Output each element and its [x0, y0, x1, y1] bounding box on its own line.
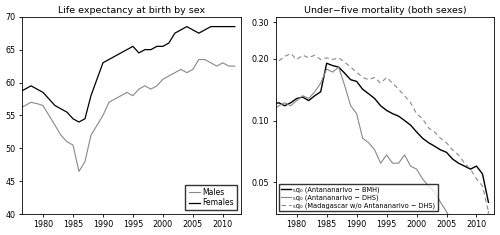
Males	[34, 102, 40, 105]
Title: Life expectancy at birth by sex: Life expectancy at birth by sex	[58, 6, 205, 15]
Legend: ₅q₀ (Antananarivo − BMH), ₅q₀ (Antananarivo − DHS), ₅q₀ (Madagascar w/o Antanana: ₅q₀ (Antananarivo − BMH), ₅q₀ (Antananar…	[279, 184, 438, 211]
Females	[172, 32, 178, 35]
Males	[112, 98, 118, 100]
Males	[142, 84, 148, 87]
Males	[64, 140, 70, 143]
Females	[112, 55, 118, 58]
Males	[28, 101, 34, 104]
Males	[40, 104, 46, 107]
Females	[34, 88, 40, 90]
Males	[232, 65, 238, 67]
Males	[16, 107, 22, 110]
Females	[178, 28, 184, 31]
Females	[64, 111, 70, 114]
Males	[130, 94, 136, 97]
Females	[106, 58, 112, 61]
Males	[76, 170, 82, 173]
Males	[46, 114, 52, 117]
Line: Females: Females	[19, 27, 235, 122]
Females	[76, 121, 82, 123]
Males	[154, 84, 160, 87]
Males	[94, 124, 100, 127]
Males	[202, 58, 208, 61]
Legend: Males, Females: Males, Females	[186, 185, 237, 210]
Females	[22, 88, 28, 90]
Females	[160, 45, 166, 48]
Females	[202, 28, 208, 31]
Males	[178, 68, 184, 71]
Males	[118, 94, 124, 97]
Females	[100, 61, 106, 64]
Title: Under−five mortality (both sexes): Under−five mortality (both sexes)	[304, 6, 466, 15]
Females	[52, 104, 58, 107]
Females	[196, 32, 202, 35]
Females	[124, 48, 130, 51]
Males	[52, 124, 58, 127]
Males	[88, 134, 94, 137]
Males	[208, 61, 214, 64]
Females	[16, 91, 22, 94]
Females	[88, 94, 94, 97]
Males	[22, 104, 28, 107]
Females	[190, 28, 196, 31]
Females	[184, 25, 190, 28]
Females	[82, 117, 88, 120]
Females	[166, 42, 172, 44]
Females	[214, 25, 220, 28]
Males	[148, 88, 154, 90]
Females	[232, 25, 238, 28]
Males	[214, 65, 220, 67]
Females	[130, 45, 136, 48]
Females	[94, 78, 100, 81]
Females	[142, 48, 148, 51]
Females	[28, 84, 34, 87]
Line: Males: Males	[19, 59, 235, 171]
Males	[226, 65, 232, 67]
Males	[70, 144, 76, 146]
Males	[184, 71, 190, 74]
Males	[220, 61, 226, 64]
Males	[160, 78, 166, 81]
Males	[166, 74, 172, 77]
Females	[154, 45, 160, 48]
Females	[70, 117, 76, 120]
Males	[58, 134, 64, 137]
Females	[148, 48, 154, 51]
Males	[124, 91, 130, 94]
Males	[136, 88, 142, 90]
Males	[190, 68, 196, 71]
Females	[208, 25, 214, 28]
Females	[46, 98, 52, 100]
Males	[82, 160, 88, 163]
Females	[226, 25, 232, 28]
Males	[196, 58, 202, 61]
Females	[136, 51, 142, 54]
Females	[118, 51, 124, 54]
Males	[172, 71, 178, 74]
Males	[106, 101, 112, 104]
Females	[40, 91, 46, 94]
Females	[58, 107, 64, 110]
Females	[220, 25, 226, 28]
Males	[100, 114, 106, 117]
